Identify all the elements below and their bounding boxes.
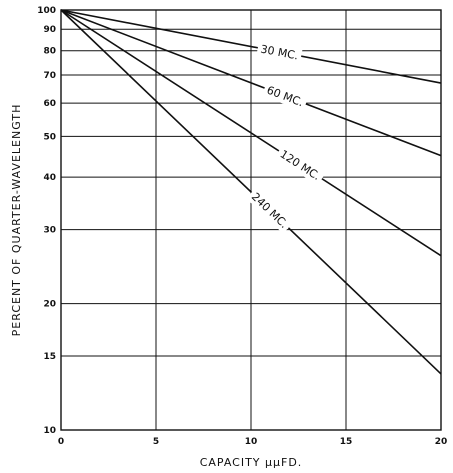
plot-frame <box>60 9 442 431</box>
series-label-background <box>274 145 326 186</box>
y-tick-label: 90 <box>43 25 56 35</box>
series-line-3 <box>60 9 442 257</box>
series-label-group: 60 MC. <box>261 81 309 112</box>
y-tick-label: 10 <box>43 426 56 436</box>
y-tick-label: 50 <box>43 132 56 142</box>
y-tick-label: 60 <box>43 99 56 109</box>
x-tick-label: 0 <box>58 437 64 447</box>
series-label: 240 MC. <box>249 190 291 231</box>
series-line-2 <box>60 9 442 157</box>
y-tick-label: 70 <box>43 71 56 81</box>
x-tick-label: 15 <box>340 437 353 447</box>
y-tick-label: 80 <box>43 47 56 57</box>
x-axis-label: CAPACITY µµFD. <box>200 456 303 469</box>
series-label: 60 MC. <box>265 84 305 110</box>
x-tick-label: 20 <box>435 437 448 447</box>
x-tick-label: 5 <box>153 437 159 447</box>
series-line-1 <box>60 9 442 84</box>
series-line-4 <box>60 9 442 375</box>
series-label-group: 240 MC. <box>245 187 294 234</box>
y-tick-label: 100 <box>37 6 56 16</box>
y-tick-labels: 10 15 20 30 40 50 60 70 80 90 100 <box>37 6 56 436</box>
y-tick-label: 40 <box>43 173 56 183</box>
series-label-group: 120 MC. <box>274 145 326 186</box>
y-axis-label: PERCENT OF QUARTER-WAVELENGTH <box>10 104 23 337</box>
series-label-background <box>245 187 294 234</box>
y-tick-label: 30 <box>43 226 56 236</box>
series-label-group: 30 MC. <box>256 40 303 65</box>
grid <box>60 9 442 431</box>
x-tick-labels: 0 5 10 15 20 <box>58 437 447 447</box>
y-tick-label: 20 <box>43 300 56 310</box>
series-label-background <box>261 81 309 112</box>
x-tick-label: 10 <box>245 437 258 447</box>
series-lines <box>60 9 442 375</box>
y-tick-label: 15 <box>43 352 56 362</box>
series-label-background <box>256 40 303 65</box>
